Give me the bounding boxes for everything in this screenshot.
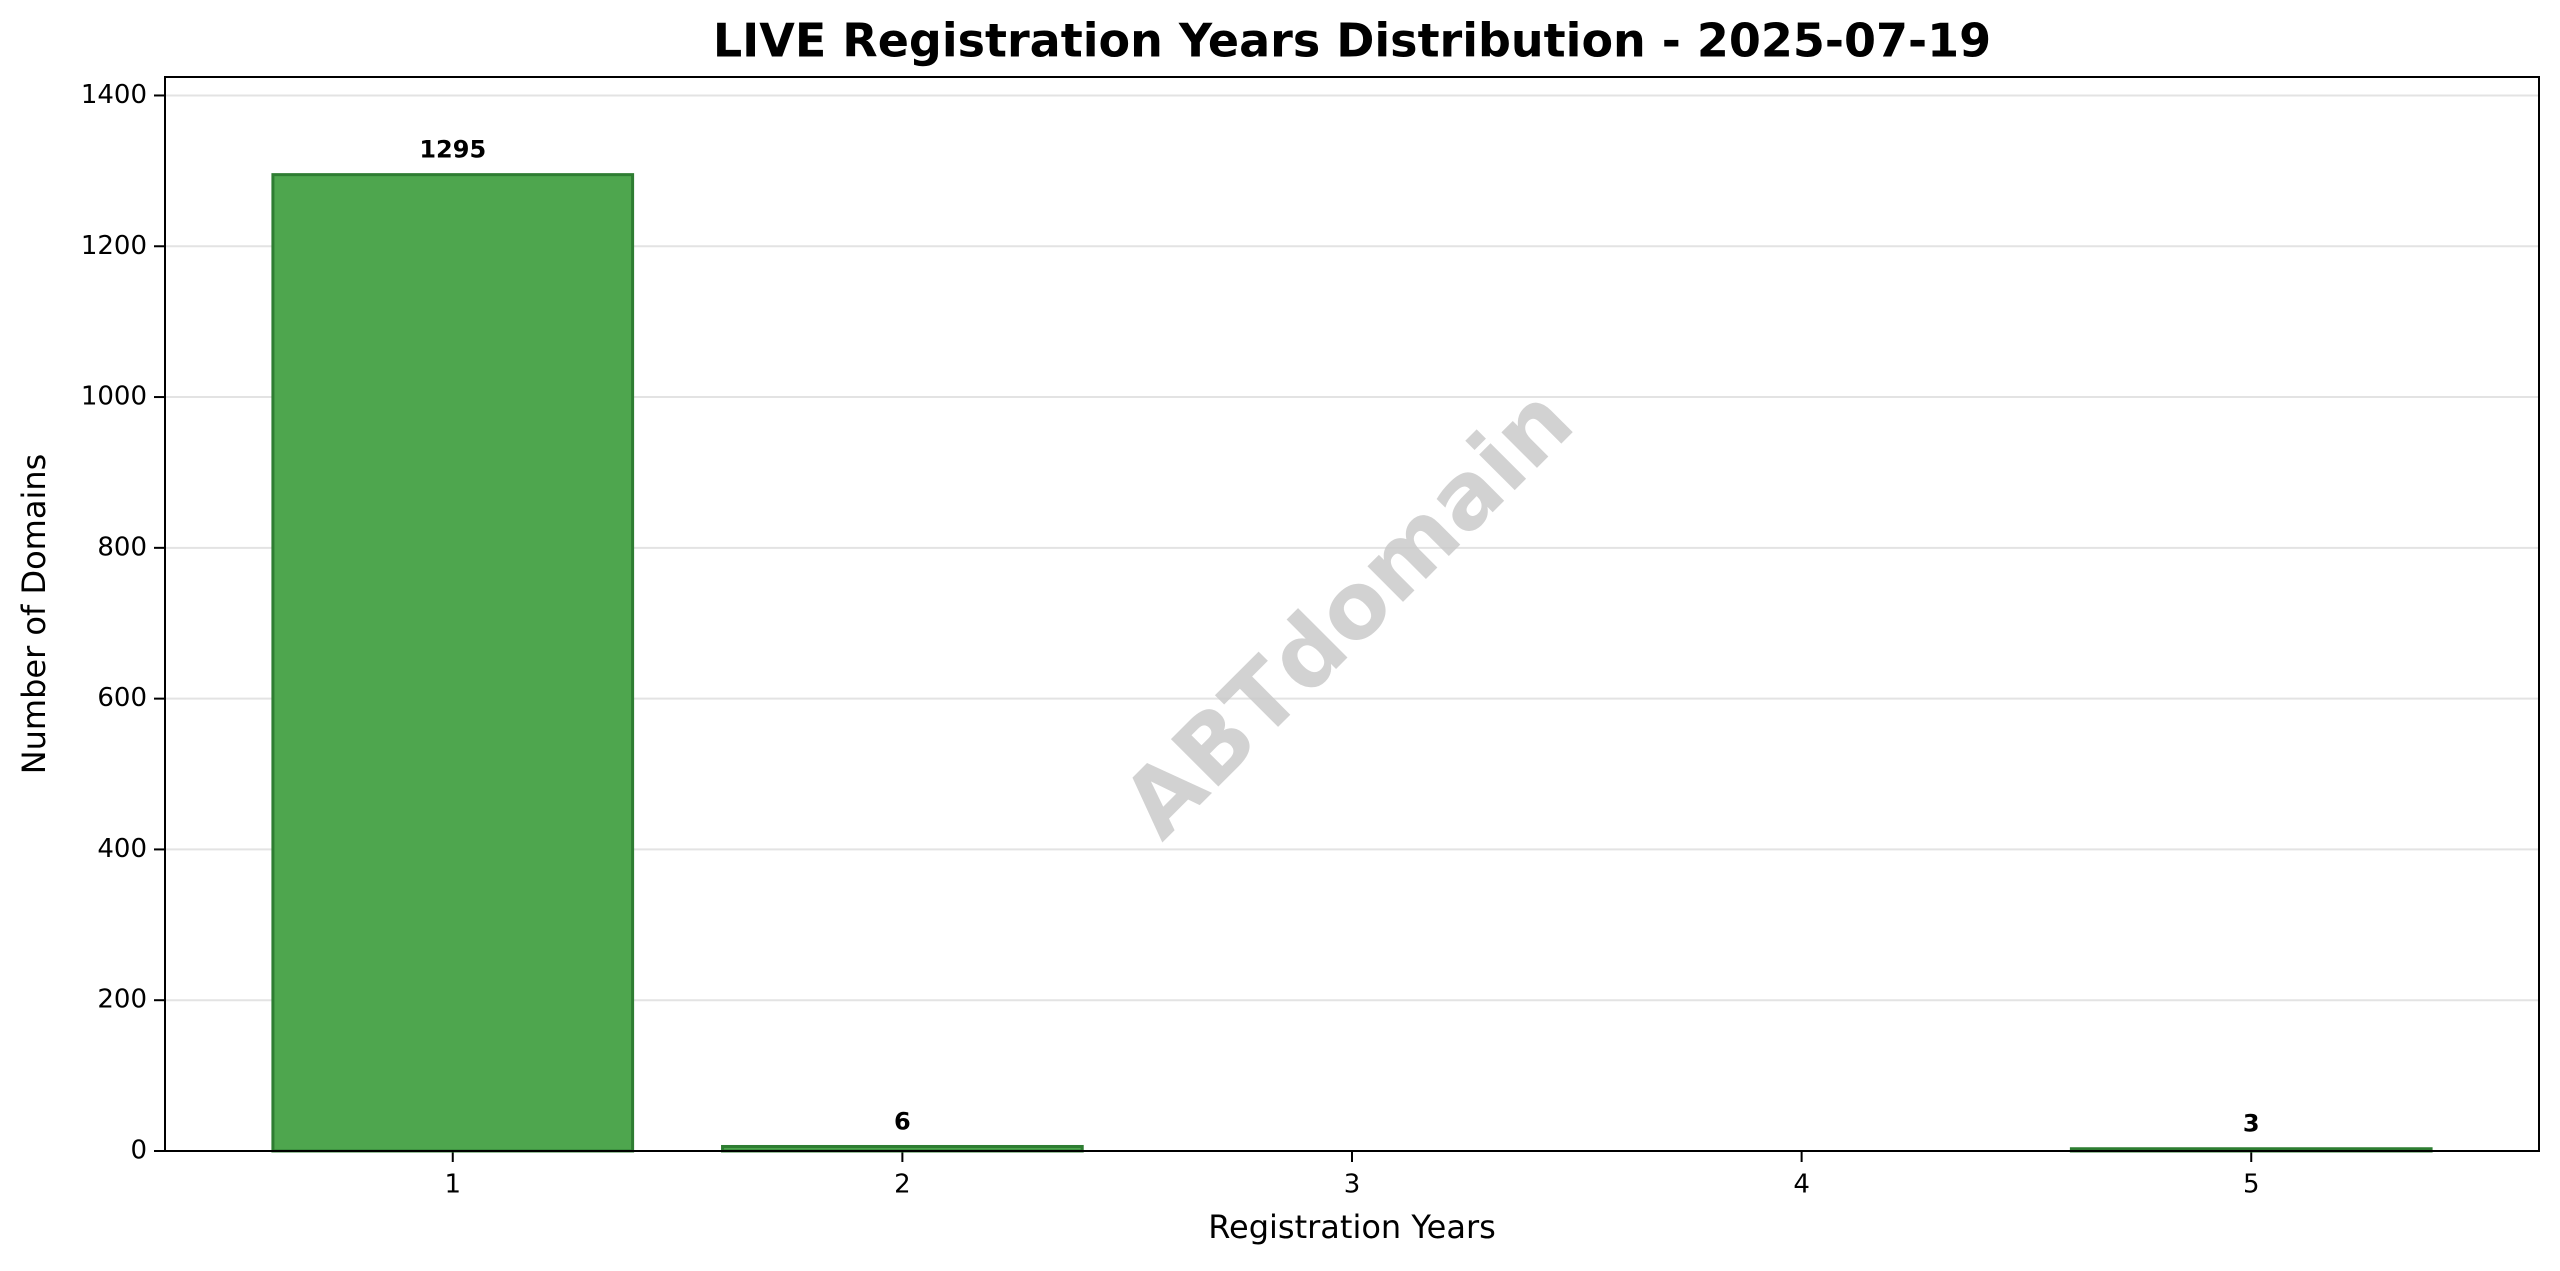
x-tick-label: 5 [2243,1170,2260,1200]
plot-frame [164,76,2540,1152]
data-label: 1295 [419,136,486,164]
y-tick-label: 0 [130,1136,147,1166]
y-axis-label: Number of Domains [15,454,53,775]
y-tick-label: 1000 [81,382,147,412]
y-tick-label: 600 [97,683,147,713]
y-tick-label: 1200 [81,231,147,261]
x-tick-label: 4 [1793,1170,1810,1200]
y-tick-label: 200 [97,985,147,1015]
y-tick-label: 1400 [81,80,147,110]
y-tick-label: 400 [97,834,147,864]
x-axis-label: Registration Years [1208,1208,1496,1246]
data-label: 3 [2243,1110,2260,1138]
data-label: 6 [894,1107,911,1135]
bar [271,173,635,1153]
x-tick-label: 1 [444,1170,461,1200]
y-tick-label: 800 [97,532,147,562]
watermark: ABTdomain [1102,367,1594,859]
x-tick-label: 3 [1344,1170,1361,1200]
chart-title: LIVE Registration Years Distribution - 2… [713,14,1991,68]
x-tick-label: 2 [894,1170,911,1200]
